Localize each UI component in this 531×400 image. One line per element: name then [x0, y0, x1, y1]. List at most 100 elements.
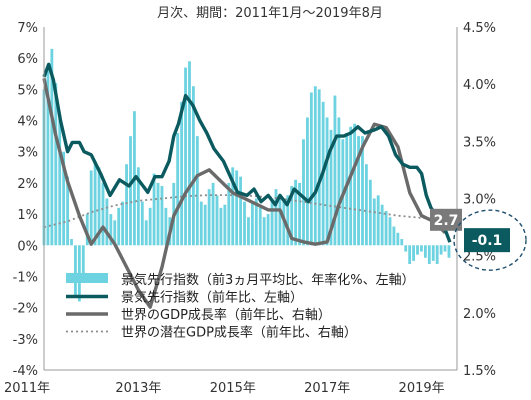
- bar: [203, 204, 207, 246]
- bar: [70, 239, 73, 246]
- x-tick-label: 2017年: [304, 381, 350, 396]
- bar: [408, 245, 412, 264]
- bar: [274, 189, 278, 246]
- bar: [243, 201, 246, 246]
- left-tick-label: 6%: [17, 52, 38, 67]
- bar: [184, 67, 187, 246]
- bar: [89, 170, 93, 246]
- bar: [270, 198, 274, 246]
- bar: [223, 204, 227, 246]
- right-tick-label: 2.5%: [463, 250, 496, 265]
- bar: [423, 245, 427, 258]
- bar: [152, 173, 156, 246]
- bar: [392, 226, 396, 246]
- bar: [278, 198, 282, 246]
- bar: [384, 210, 388, 246]
- bar: [388, 217, 392, 246]
- bar: [420, 245, 423, 252]
- bar-series-group: [42, 48, 451, 302]
- bar: [195, 136, 199, 246]
- left-tick-label: 5%: [17, 83, 38, 98]
- bar: [333, 95, 337, 246]
- right-tick-label: 3.5%: [463, 135, 496, 150]
- bar: [66, 176, 70, 246]
- annotation-group: 2.7 -0.1: [430, 208, 527, 271]
- bar: [101, 182, 105, 246]
- bar: [368, 179, 372, 246]
- bar: [325, 117, 329, 246]
- bar: [121, 201, 125, 246]
- bar: [286, 195, 290, 246]
- bar: [317, 89, 321, 246]
- bar: [416, 245, 419, 255]
- left-tick-label: -1%: [13, 271, 38, 286]
- bar: [412, 245, 415, 261]
- bar: [160, 186, 164, 246]
- leading-callout-box: [464, 228, 510, 253]
- left-tick-label: -4%: [13, 364, 38, 379]
- bar: [247, 217, 250, 246]
- bar: [290, 186, 294, 246]
- bar: [219, 207, 223, 246]
- bar: [140, 201, 144, 246]
- bar: [353, 123, 357, 246]
- bar: [309, 92, 313, 246]
- gdp-callout-label: 2.7: [434, 213, 459, 229]
- bar: [364, 164, 368, 246]
- bar: [148, 207, 152, 246]
- potential-gdp-line: [43, 194, 446, 228]
- right-tick-label: 2.0%: [463, 307, 496, 322]
- bar: [211, 182, 215, 246]
- legend-label: 景気先行指数（前3ヵ月平均比、年率化%、左軸）: [121, 272, 415, 288]
- bar: [376, 195, 380, 246]
- bar: [188, 61, 191, 246]
- x-tick-label: 2015年: [210, 381, 256, 396]
- bar: [396, 232, 400, 246]
- bar: [117, 207, 121, 246]
- bar: [447, 245, 451, 258]
- gdp-callout-box: [430, 208, 462, 231]
- bar: [357, 136, 360, 246]
- bar: [129, 136, 132, 246]
- x-tick-label: 2011年: [4, 381, 50, 396]
- left-tick-label: 1%: [17, 208, 38, 223]
- legend-label: 世界の潜在GDP成長率（前年比、右軸）: [121, 325, 357, 341]
- bar: [97, 167, 101, 246]
- bar: [294, 179, 298, 246]
- left-tick-label: 4%: [17, 115, 38, 130]
- bar: [431, 245, 435, 261]
- bar: [266, 214, 270, 246]
- left-tick-label: 3%: [17, 146, 38, 161]
- bar: [58, 114, 62, 246]
- bar: [93, 161, 97, 246]
- bar: [50, 48, 54, 246]
- bar: [207, 189, 211, 246]
- bar: [337, 117, 341, 246]
- bar: [258, 207, 262, 246]
- legend-label: 景気先行指数（前年比、左軸）: [121, 290, 303, 306]
- bar: [239, 176, 242, 246]
- right-tick-label: 4.0%: [463, 78, 496, 93]
- bar: [191, 86, 195, 246]
- legend-label: 世界のGDP成長率（前年比、右軸）: [121, 307, 331, 323]
- bar: [404, 245, 408, 252]
- bar: [302, 139, 305, 246]
- highlight-circle: [453, 209, 527, 271]
- right-tick-label: 1.5%: [463, 364, 496, 379]
- bar: [109, 214, 113, 246]
- leading-index-yoy-line: [42, 62, 452, 243]
- bar: [81, 245, 85, 277]
- chart-title: 月次、期間：2011年1月～2019年8月: [157, 5, 383, 21]
- bar: [254, 198, 258, 246]
- bar: [380, 204, 384, 246]
- bar: [427, 245, 431, 264]
- x-tick-label: 2013年: [115, 381, 161, 396]
- left-tick-label: -3%: [13, 333, 38, 348]
- bar: [435, 245, 439, 264]
- bar: [125, 164, 128, 246]
- bar: [372, 198, 376, 246]
- bar: [46, 64, 50, 246]
- bar: [361, 136, 364, 246]
- bar: [74, 245, 77, 296]
